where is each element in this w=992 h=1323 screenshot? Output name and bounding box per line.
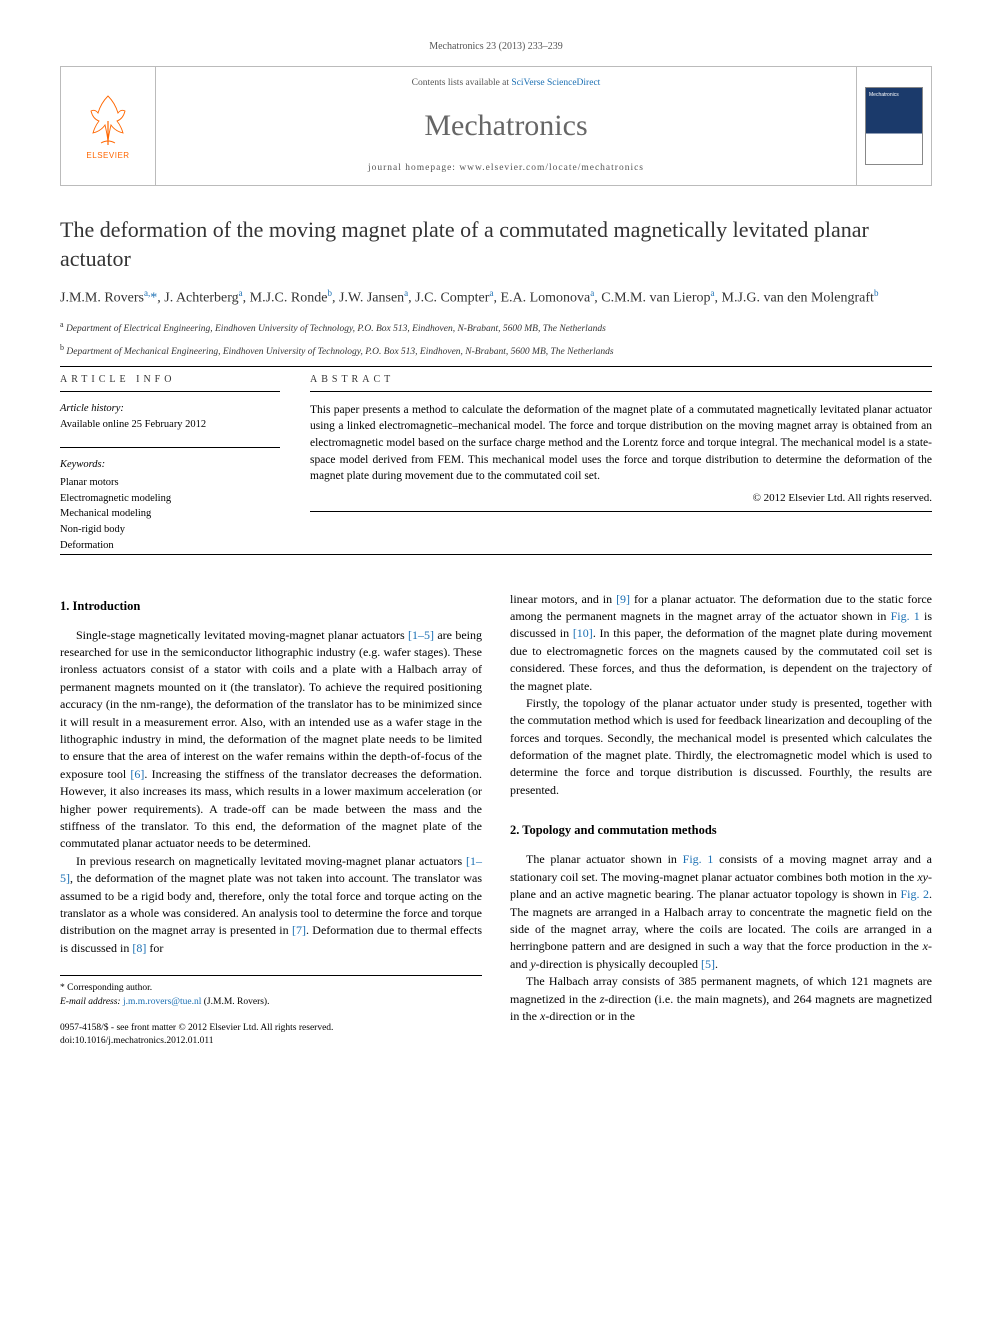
topology-paragraph-1: The planar actuator shown in Fig. 1 cons… [510, 851, 932, 973]
journal-reference: Mechatronics 23 (2013) 233–239 [60, 40, 932, 54]
info-rule-2 [60, 447, 280, 448]
front-matter-line: 0957-4158/$ - see front matter © 2012 El… [60, 1022, 482, 1036]
journal-header-box: ELSEVIER Contents lists available at Sci… [60, 66, 932, 186]
abstract-column: ABSTRACT This paper presents a method to… [310, 373, 932, 554]
body-two-columns: 1. Introduction Single-stage magneticall… [60, 591, 932, 1050]
journal-homepage-line: journal homepage: www.elsevier.com/locat… [368, 162, 644, 175]
keyword-item: Non-rigid body [60, 522, 280, 538]
info-abstract-row: ARTICLE INFO Article history: Available … [60, 373, 932, 554]
sciencedirect-link[interactable]: SciVerse ScienceDirect [511, 78, 600, 88]
keyword-item: Planar motors [60, 475, 280, 491]
history-label: Article history: [60, 402, 280, 417]
affiliation-line: b Department of Mechanical Engineering, … [60, 342, 932, 359]
keyword-item: Electromagnetic modeling [60, 491, 280, 507]
publisher-logo-cell: ELSEVIER [61, 67, 156, 185]
affiliation-line: a Department of Electrical Engineering, … [60, 319, 932, 336]
abstract-rule [310, 391, 932, 392]
corresponding-author-footer: * Corresponding author. E-mail address: … [60, 975, 482, 1010]
abstract-heading: ABSTRACT [310, 373, 932, 387]
affiliations-block: a Department of Electrical Engineering, … [60, 319, 932, 360]
intro-paragraph-2: In previous research on magnetically lev… [60, 853, 482, 957]
keyword-item: Mechanical modeling [60, 506, 280, 522]
right-column: linear motors, and in [9] for a planar a… [510, 591, 932, 1050]
publisher-logo-text: ELSEVIER [86, 150, 129, 161]
intro-paragraph-1: Single-stage magnetically levitated movi… [60, 627, 482, 853]
intro-paragraph-3: linear motors, and in [9] for a planar a… [510, 591, 932, 695]
contents-available-line: Contents lists available at SciVerse Sci… [412, 77, 601, 90]
keywords-label: Keywords: [60, 458, 280, 473]
email-line: E-mail address: j.m.m.rovers@tue.nl (J.M… [60, 996, 482, 1010]
journal-name: Mechatronics [424, 105, 587, 147]
abstract-bottom-rule [310, 511, 932, 512]
contents-prefix: Contents lists available at [412, 78, 512, 88]
article-title: The deformation of the moving magnet pla… [60, 216, 932, 273]
abstract-copyright: © 2012 Elsevier Ltd. All rights reserved… [310, 491, 932, 506]
divider-rule [60, 366, 932, 367]
keywords-list: Planar motorsElectromagnetic modelingMec… [60, 475, 280, 554]
left-column: 1. Introduction Single-stage magneticall… [60, 591, 482, 1050]
homepage-prefix: journal homepage: [368, 163, 459, 173]
corresponding-email-link[interactable]: j.m.m.rovers@tue.nl [123, 997, 201, 1007]
section-2-heading: 2. Topology and commutation methods [510, 821, 932, 839]
info-rule [60, 391, 280, 392]
abstract-text: This paper presents a method to calculat… [310, 402, 932, 485]
history-text: Available online 25 February 2012 [60, 418, 280, 433]
keyword-item: Deformation [60, 538, 280, 554]
topology-paragraph-2: The Halbach array consists of 385 perman… [510, 973, 932, 1025]
article-info-heading: ARTICLE INFO [60, 373, 280, 387]
section-1-heading: 1. Introduction [60, 597, 482, 615]
intro-paragraph-4: Firstly, the topology of the planar actu… [510, 695, 932, 799]
cover-thumbnail-cell [856, 67, 931, 185]
header-center: Contents lists available at SciVerse Sci… [156, 67, 856, 185]
journal-cover-thumbnail [865, 87, 923, 165]
divider-rule-2 [60, 554, 932, 555]
doi-line: doi:10.1016/j.mechatronics.2012.01.011 [60, 1035, 482, 1049]
authors-list: J.M.M. Roversa,*, J. Achterberga, M.J.C.… [60, 287, 932, 309]
article-info-column: ARTICLE INFO Article history: Available … [60, 373, 280, 554]
email-suffix: (J.M.M. Rovers). [204, 997, 270, 1007]
homepage-url: www.elsevier.com/locate/mechatronics [459, 163, 644, 173]
corresponding-label: * Corresponding author. [60, 982, 482, 996]
email-label: E-mail address: [60, 997, 121, 1007]
elsevier-tree-icon [83, 91, 133, 146]
